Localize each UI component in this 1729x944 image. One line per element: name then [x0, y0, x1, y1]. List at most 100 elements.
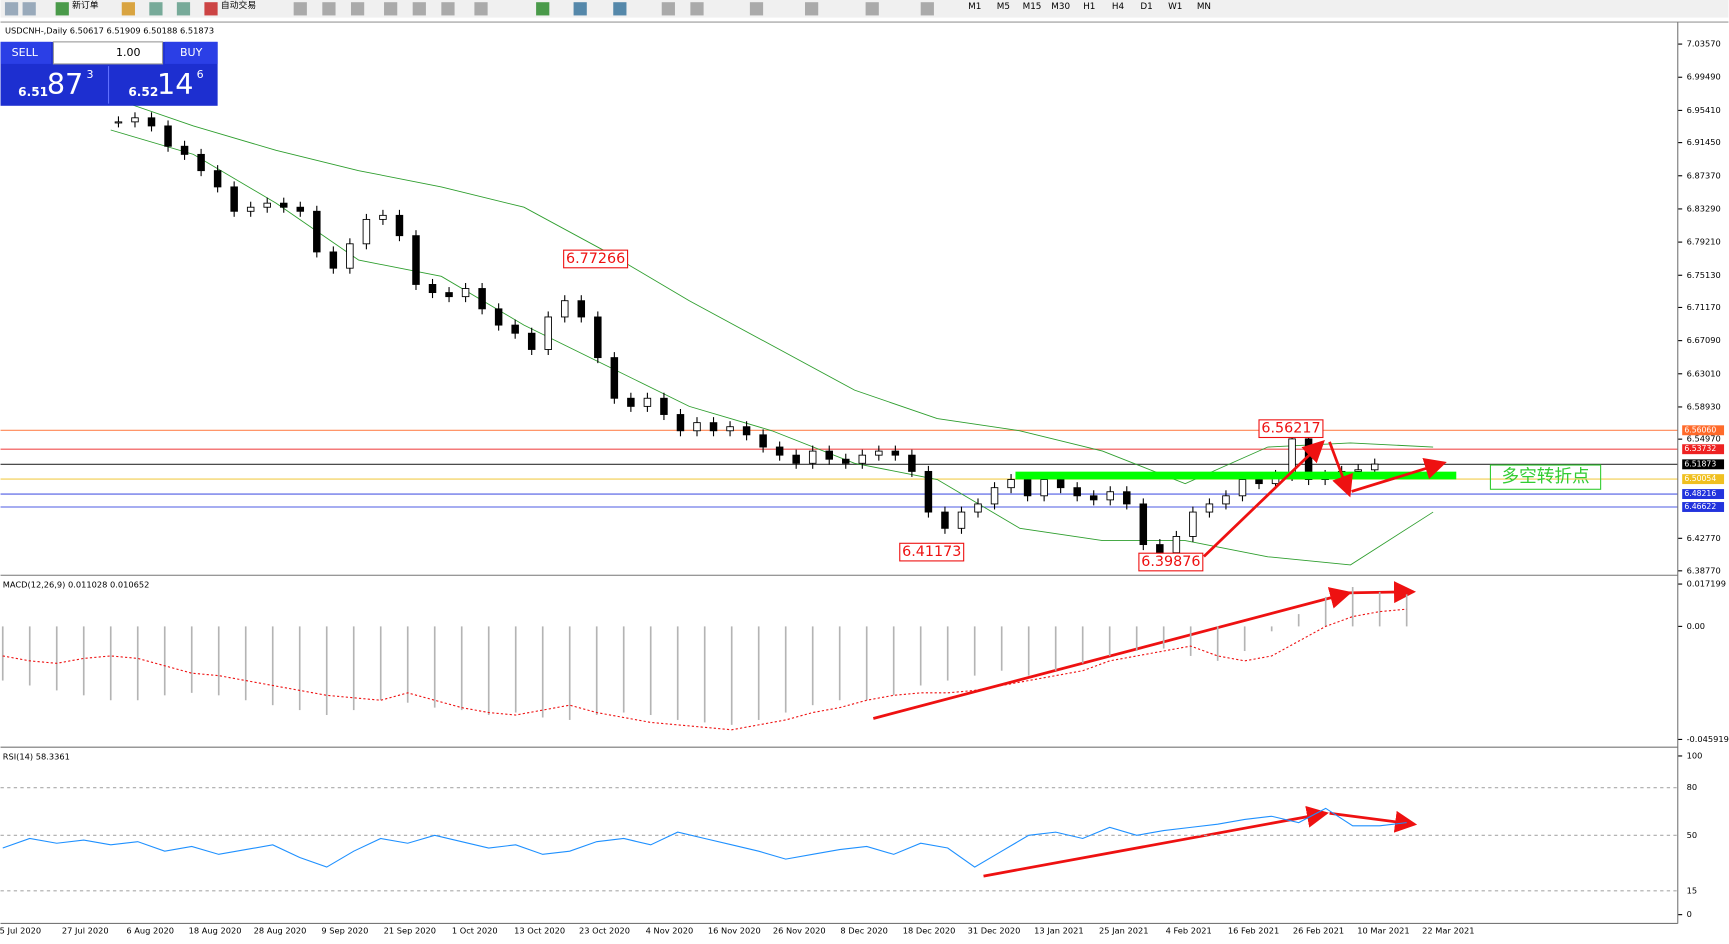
x-tick-label: 4 Feb 2021 — [1166, 926, 1212, 936]
icon[interactable] — [4, 2, 19, 16]
x-tick-label: 21 Sep 2020 — [384, 926, 436, 936]
level-label: 6.53732 — [1684, 444, 1716, 453]
timeframe[interactable]: MN — [1197, 2, 1211, 12]
y-tick-label: 6.87370 — [1687, 170, 1721, 180]
macd-label: MACD(12,26,9) 0.011028 0.010652 — [3, 580, 150, 590]
y-tick-label: 6.67090 — [1687, 335, 1721, 345]
y-tick-label: 0.017199 — [1687, 579, 1726, 589]
timeframe[interactable]: M5 — [997, 2, 1010, 12]
macd-bar — [109, 626, 112, 701]
candle — [990, 487, 999, 505]
timeframe[interactable]: M15 — [1023, 2, 1042, 12]
y-tick-label: 100 — [1687, 750, 1703, 760]
candle — [197, 153, 205, 172]
icon[interactable] — [22, 2, 36, 16]
arrows — [872, 439, 1447, 878]
level-tag — [1682, 489, 1725, 500]
timeframe[interactable]: M1 — [968, 2, 981, 12]
icon[interactable] — [865, 2, 879, 16]
icon[interactable] — [55, 2, 69, 16]
macd-bar — [1135, 626, 1138, 652]
macd-bar — [1162, 626, 1165, 649]
macd-bar — [1, 626, 4, 681]
sell-label[interactable]: SELL — [12, 46, 39, 59]
lot[interactable]: 1.00 — [116, 46, 140, 59]
new-order[interactable]: 新订单 — [72, 0, 99, 11]
macd-bar — [811, 626, 814, 706]
candle — [660, 397, 668, 415]
macd-bar — [1243, 626, 1246, 652]
lot-input[interactable] — [52, 41, 164, 65]
icon[interactable] — [350, 2, 365, 16]
icon[interactable] — [293, 2, 307, 16]
level-tag — [1682, 474, 1725, 485]
candle — [329, 251, 338, 269]
icon[interactable] — [613, 2, 627, 16]
y-tick-label: 6.79210 — [1687, 237, 1721, 247]
trade-panel: SELL 1.00 BUY 6.51 87 3 6.52 14 6 — [0, 41, 218, 106]
icon[interactable] — [384, 2, 398, 16]
annotation-box — [1138, 552, 1204, 572]
icon[interactable] — [412, 2, 426, 16]
auto-trading[interactable]: 自动交易 — [221, 0, 256, 11]
y-tick-label: 15 — [1687, 885, 1698, 895]
candle — [180, 145, 189, 155]
icon[interactable] — [474, 2, 488, 16]
candle — [246, 206, 255, 212]
y-tick-label: 6.95410 — [1687, 105, 1721, 115]
icon[interactable] — [804, 2, 819, 16]
y-tick-label: -0.045919 — [1687, 734, 1729, 744]
candle — [346, 243, 354, 269]
icon[interactable] — [536, 2, 550, 16]
y-tick-label: 7.03570 — [1687, 39, 1721, 49]
candle — [313, 210, 321, 253]
macd-bar — [1081, 626, 1084, 664]
icon[interactable] — [573, 2, 587, 16]
icon[interactable] — [121, 2, 135, 16]
icon[interactable] — [749, 2, 764, 16]
icon[interactable] — [322, 2, 336, 16]
macd-bar — [298, 626, 301, 711]
candle — [643, 397, 652, 407]
timeframe[interactable]: H4 — [1112, 2, 1125, 12]
arrow — [1351, 458, 1447, 493]
timeframe[interactable]: W1 — [1168, 2, 1182, 12]
sell-button[interactable] — [0, 41, 52, 64]
icon[interactable] — [920, 2, 934, 16]
macd-bar — [919, 626, 922, 686]
icon[interactable] — [441, 2, 455, 16]
candle — [164, 125, 172, 147]
macd-bar — [973, 626, 976, 676]
icon[interactable] — [176, 2, 191, 16]
candle — [1189, 511, 1197, 537]
toolbar-items: 新订单 自动交易 M1 M5 M15 M30 H1 H4 D1 W1 MN — [4, 0, 1211, 16]
x-tick-label: 18 Aug 2020 — [189, 926, 242, 936]
x-tick-label: 26 Feb 2021 — [1293, 926, 1344, 936]
icon[interactable] — [204, 2, 218, 16]
y-tick-label: 6.99490 — [1687, 72, 1721, 82]
candle — [726, 426, 734, 432]
candle — [1007, 479, 1015, 489]
y-tick-label: 6.75130 — [1687, 270, 1721, 280]
buy-label[interactable]: BUY — [180, 46, 203, 59]
icon[interactable] — [661, 2, 675, 16]
buy-button[interactable] — [164, 41, 218, 64]
timeframe[interactable]: H1 — [1083, 2, 1095, 12]
macd-bar — [1054, 626, 1057, 671]
candle — [379, 214, 387, 220]
timeframe[interactable]: M30 — [1051, 2, 1070, 12]
y-tick-label: 6.42770 — [1687, 533, 1721, 543]
x-tick-label: 13 Oct 2020 — [514, 926, 565, 936]
candle — [296, 206, 305, 212]
candle — [924, 470, 933, 513]
candle — [230, 186, 238, 212]
annotation: 6.41173 — [902, 544, 961, 560]
macd-bar — [1378, 591, 1381, 627]
candle — [792, 454, 800, 464]
timeframe[interactable]: D1 — [1140, 2, 1152, 12]
macd-bar — [703, 626, 706, 723]
macd-bar — [1297, 614, 1300, 627]
icon[interactable] — [149, 2, 163, 16]
candle — [544, 316, 552, 350]
icon[interactable] — [690, 2, 704, 16]
